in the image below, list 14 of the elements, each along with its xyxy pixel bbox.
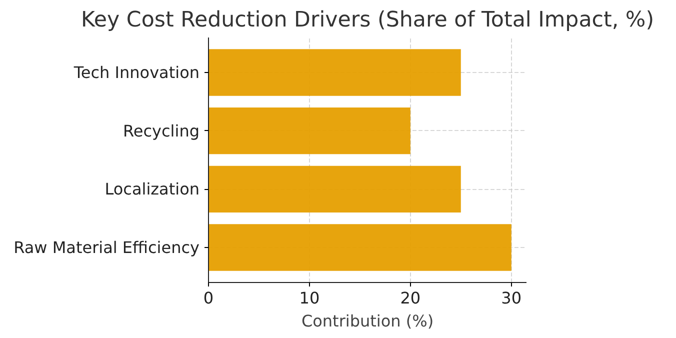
bar <box>208 166 461 212</box>
x-tick-label: 20 <box>400 288 421 308</box>
chart-title: Key Cost Reduction Drivers (Share of Total Impact, %) <box>80 8 654 32</box>
x-tick-label: 0 <box>203 288 214 308</box>
x-axis-title: Contribution (%) <box>301 312 434 330</box>
y-tick-label: Raw Material Efficiency <box>14 238 200 257</box>
x-tick-label: 30 <box>501 288 522 308</box>
y-tick-label: Tech Innovation <box>72 63 200 82</box>
y-tick-label: Localization <box>104 180 200 199</box>
x-tick-label: 10 <box>299 288 320 308</box>
bar <box>208 49 461 96</box>
bar <box>208 224 512 271</box>
bar <box>208 108 410 154</box>
y-tick-label: Recycling <box>123 121 200 140</box>
